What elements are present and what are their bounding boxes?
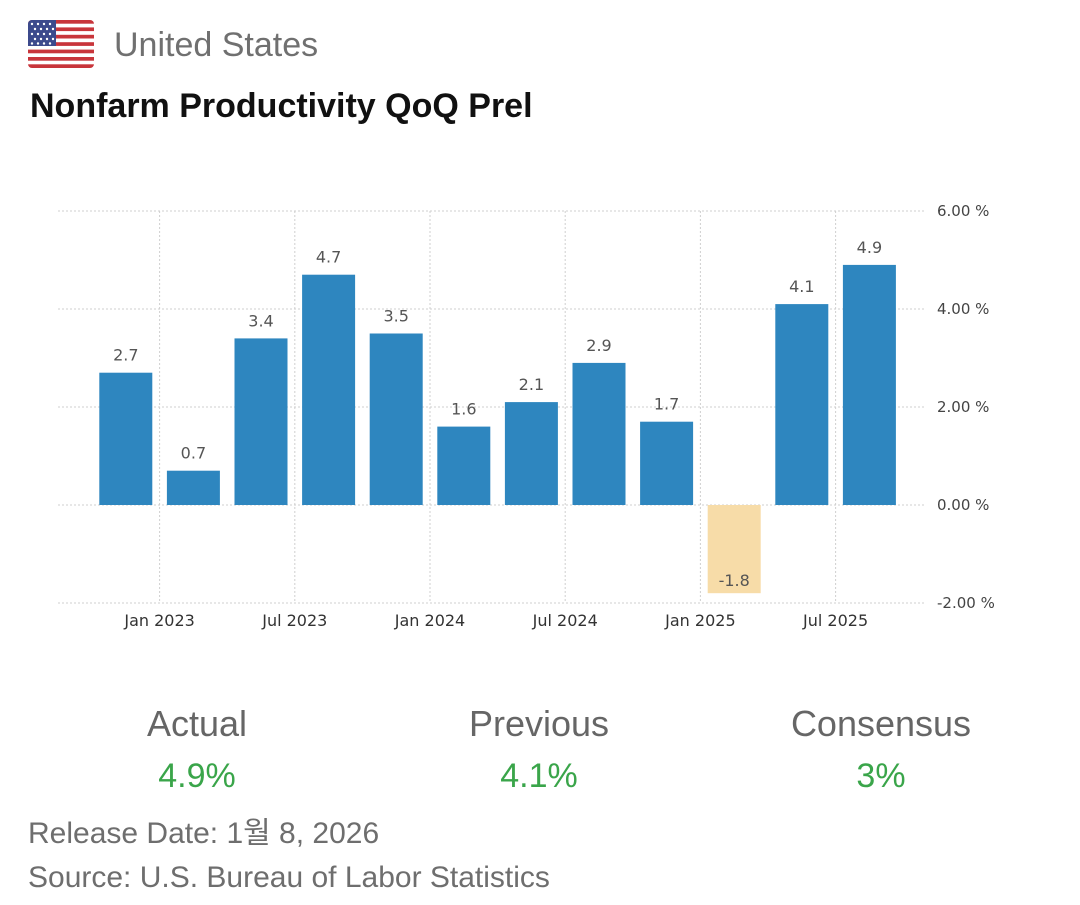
bars-layer [99, 264, 896, 594]
x-tick-label: Jan 2024 [394, 611, 465, 630]
x-tick-label: Jul 2024 [532, 611, 598, 630]
x-tick-label: Jul 2025 [802, 611, 868, 630]
grid-layer [58, 210, 925, 604]
bar [369, 333, 423, 505]
data-label: 2.7 [113, 346, 138, 365]
bar [707, 505, 761, 594]
stat-consensus: Consensus 3% [731, 700, 1031, 800]
bar [234, 338, 288, 505]
data-labels-layer: 2.7 0.7 3.4 4.7 3.5 1.6 2.1 2.9 1.7 -1.8 4.1 4.9 [113, 238, 882, 590]
bar [166, 470, 220, 505]
data-label: 0.7 [181, 444, 206, 463]
y-tick-label: 0.00 % [937, 496, 989, 514]
y-tick-label: -2.00 % [937, 594, 995, 612]
x-tick-label: Jan 2025 [664, 611, 735, 630]
actual-value: 4.9% [158, 757, 236, 795]
release-date: Release Date: 1월 8, 2026 [28, 817, 380, 850]
y-axis-ticks: 6.00 % 4.00 % 2.00 % 0.00 % -2.00 % [937, 202, 995, 612]
data-label: 4.1 [789, 277, 814, 296]
y-tick-label: 6.00 % [937, 202, 989, 220]
bar [842, 264, 896, 505]
y-tick-label: 4.00 % [937, 300, 989, 318]
x-tick-label: Jan 2023 [123, 611, 194, 630]
indicator-title: Nonfarm Productivity QoQ Prel [30, 87, 533, 125]
bar [302, 274, 356, 505]
header: United States [28, 20, 1052, 70]
data-label: 4.7 [316, 248, 341, 267]
chart-container: 2.7 0.7 3.4 4.7 3.5 1.6 2.1 2.9 1.7 -1.8 4.1 4.9 Ja… [0, 180, 1080, 650]
consensus-label: Consensus [790, 703, 972, 744]
source-text: Source: U.S. Bureau of Labor Statistics [28, 861, 550, 894]
footer: Release Date: 1월 8, 2026 Source: U.S. Bu… [28, 812, 550, 900]
y-tick-label: 2.00 % [937, 398, 989, 416]
data-label: 3.5 [383, 307, 408, 326]
consensus-value: 3% [856, 757, 906, 795]
data-label: 1.7 [654, 395, 679, 414]
previous-value: 4.1% [500, 757, 578, 795]
country-name: United States [114, 26, 319, 64]
bar [437, 426, 491, 505]
data-label: 2.9 [586, 336, 611, 355]
bar [775, 304, 829, 505]
us-flag-icon [28, 20, 94, 68]
stat-previous: Previous 4.1% [389, 700, 689, 800]
bar-chart: 2.7 0.7 3.4 4.7 3.5 1.6 2.1 2.9 1.7 -1.8 4.1 4.9 Ja… [58, 202, 995, 630]
data-label: 3.4 [248, 311, 273, 330]
stat-actual: Actual 4.9% [47, 700, 347, 800]
bar [572, 362, 626, 505]
data-label: -1.8 [719, 571, 750, 590]
bar [504, 402, 558, 505]
data-label: 1.6 [451, 400, 476, 419]
x-tick-label: Jul 2023 [261, 611, 327, 630]
previous-label: Previous [468, 703, 610, 744]
x-axis-ticks: Jan 2023 Jul 2023 Jan 2024 Jul 2024 Jan 2025… [123, 611, 868, 630]
data-label: 4.9 [857, 238, 882, 257]
stats-row: Actual 4.9% Previous 4.1% Consensus 3% [0, 700, 1080, 810]
bar [640, 421, 694, 505]
bar [99, 372, 153, 505]
actual-label: Actual [146, 703, 248, 744]
data-label: 2.1 [519, 375, 544, 394]
